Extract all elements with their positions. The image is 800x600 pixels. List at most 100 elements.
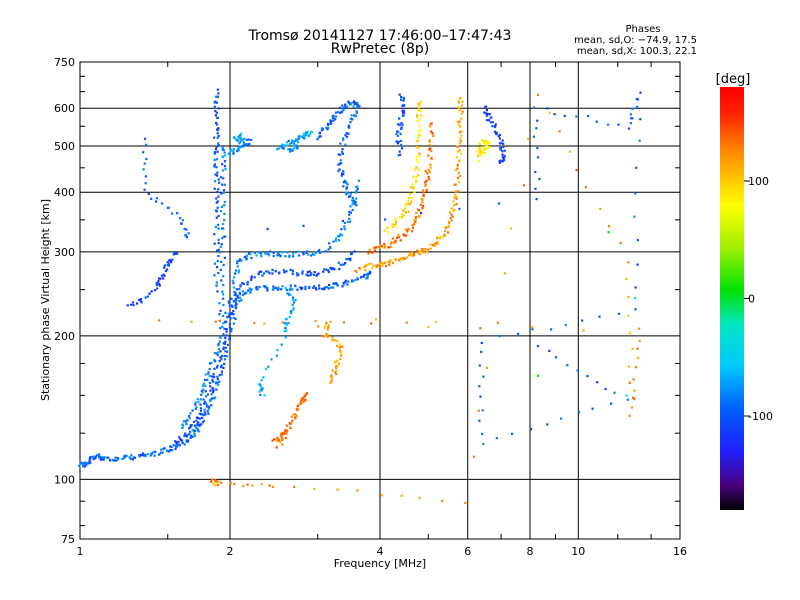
scatter-point [208,362,212,365]
scatter-point [289,148,292,151]
scatter-point [183,443,186,446]
scatter-point [223,320,227,323]
scatter-point [298,403,301,406]
scatter-point [278,271,281,274]
scatter-point [258,270,261,273]
scatter-point [398,123,401,126]
scatter-point [334,282,338,285]
scatter-point [181,426,184,429]
scatter-point [355,106,359,109]
scatter-point [485,366,489,369]
scatter-point [458,159,461,162]
scatter-point [88,460,91,463]
scatter-point [417,168,421,172]
scatter-point [411,254,414,257]
scatter-point [219,356,222,359]
scatter-point [290,415,293,418]
scatter-point [382,262,385,265]
scatter-point [271,485,274,489]
scatter-point [400,121,403,125]
scatter-point [481,409,484,412]
scatter-point [340,234,344,237]
scatter-point [383,246,386,249]
scatter-point [334,237,338,240]
scatter-point [217,344,220,347]
scatter-point [495,437,498,440]
stats-o-mode: mean, sd,O: −74.9, 17.5 [574,35,697,46]
scatter-point [351,196,355,200]
scatter-point [220,364,223,367]
scatter-point [331,338,334,342]
scatter-point [368,248,371,251]
scatter-point [356,489,359,492]
scatter-point [457,121,460,124]
scatter-point [335,372,338,375]
scatter-point [501,153,504,156]
scatter-point [206,378,209,381]
scatter-point [123,456,126,459]
scatter-point [457,145,460,148]
scatter-point [234,297,237,300]
scatter-point [496,321,500,324]
scatter-point [148,292,151,295]
scatter-point [425,189,428,192]
scatter-point [217,127,220,130]
scatter-point [342,263,345,266]
scatter-point [255,285,258,289]
scatter-point [223,165,227,168]
scatter-point [215,158,219,161]
scatter-point [356,101,359,105]
scatter-point [281,435,284,438]
scatter-point [394,220,398,223]
scatter-point [215,366,219,369]
scatter-point [214,147,217,151]
scatter-point [353,102,356,106]
scatter-point [207,405,210,408]
scatter-point [497,202,501,205]
scatter-point [236,296,239,299]
scatter-point [337,110,340,114]
scatter-point [228,313,231,317]
scatter-point [413,190,416,193]
scatter-point [534,187,537,190]
scatter-point [476,154,480,158]
scatter-point [454,183,457,186]
scatter-point [334,115,338,118]
scatter-point [306,392,309,395]
scatter-point [401,114,404,117]
scatter-point [228,323,232,326]
scatter-point [630,406,634,409]
scatter-point [331,369,334,372]
scatter-point [479,154,483,157]
scatter-point [204,402,207,405]
scatter-point [587,115,590,118]
scatter-point [221,325,224,328]
scatter-point [638,339,641,342]
scatter-point [409,186,413,189]
scatter-point [460,112,463,116]
scatter-point [215,480,218,483]
scatter-point [156,287,159,290]
scatter-point [188,427,191,430]
scatter-point [489,121,493,124]
scatter-point [128,456,131,459]
scatter-point [383,218,387,221]
scatter-point [219,245,222,248]
scatter-point [213,242,216,245]
scatter-point [159,451,163,454]
scatter-point [421,207,424,210]
scatter-point [302,135,305,139]
scatter-point [147,192,150,196]
scatter-point [627,295,630,299]
scatter-point [139,453,143,456]
scatter-point [448,211,452,214]
scatter-point [286,144,289,147]
scatter-point [550,328,553,331]
scatter-point [215,166,218,169]
scatter-point [282,269,285,272]
scatter-point [584,186,587,189]
scatter-point [291,149,294,152]
scatter-point [229,154,232,157]
scatter-point [335,344,339,347]
scatter-point [280,436,283,440]
